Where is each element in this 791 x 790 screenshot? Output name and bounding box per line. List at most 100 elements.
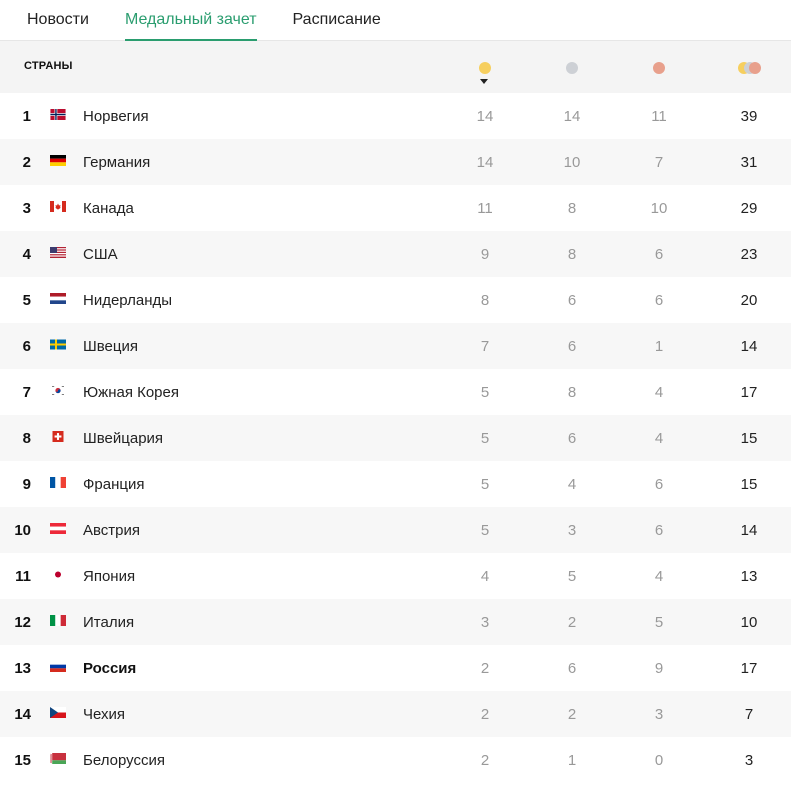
gold-count: 14 (476, 108, 494, 125)
switzerland-flag-icon (50, 431, 66, 442)
rank: 10 (14, 522, 31, 539)
gold-count: 5 (480, 430, 490, 447)
total-count: 39 (740, 108, 758, 125)
total-count: 17 (740, 384, 758, 401)
silver-count: 6 (567, 338, 577, 355)
rank: 12 (14, 614, 31, 631)
table-row[interactable]: 15 Белоруссия 2 1 0 3 (0, 737, 791, 783)
total-count: 10 (740, 614, 758, 631)
tab-medal-standings[interactable]: Медальный зачет (124, 0, 257, 41)
silver-count: 6 (567, 430, 577, 447)
medal-table: 1 Норвегия 14 14 11 39 2 Германия 14 10 7 31 3 Канада… (0, 93, 791, 783)
bronze-count: 6 (654, 522, 664, 539)
table-row[interactable]: 8 Швейцария 5 6 4 15 (0, 415, 791, 461)
belarus-flag-icon (50, 753, 66, 764)
country-name[interactable]: США (83, 246, 118, 263)
table-row[interactable]: 9 Франция 5 4 6 15 (0, 461, 791, 507)
rank: 1 (22, 108, 31, 125)
country-name[interactable]: Чехия (83, 706, 126, 723)
japan-flag-icon (50, 569, 66, 580)
table-row[interactable]: 6 Швеция 7 6 1 14 (0, 323, 791, 369)
czech-flag-icon (50, 707, 66, 718)
silver-count: 1 (567, 752, 577, 769)
table-row[interactable]: 10 Австрия 5 3 6 14 (0, 507, 791, 553)
total-count: 20 (740, 292, 758, 309)
total-count: 15 (740, 430, 758, 447)
gold-count: 14 (476, 154, 494, 171)
bronze-count: 9 (654, 660, 664, 677)
bronze-count: 1 (654, 338, 664, 355)
country-name[interactable]: Австрия (83, 522, 141, 539)
tab-bar: Новости Медальный зачет Расписание (0, 0, 791, 41)
rank: 13 (14, 660, 31, 677)
gold-count: 7 (480, 338, 490, 355)
bronze-count: 6 (654, 246, 664, 263)
table-row[interactable]: 12 Италия 3 2 5 10 (0, 599, 791, 645)
table-row[interactable]: 3 Канада 11 8 10 29 (0, 185, 791, 231)
bronze-count: 3 (654, 706, 664, 723)
bronze-count: 5 (654, 614, 664, 631)
sort-desc-icon (480, 79, 488, 84)
table-row[interactable]: 4 США 9 8 6 23 (0, 231, 791, 277)
gold-count: 4 (480, 568, 490, 585)
table-row[interactable]: 1 Норвегия 14 14 11 39 (0, 93, 791, 139)
total-count: 7 (744, 706, 754, 723)
total-count: 29 (740, 200, 758, 217)
silver-count: 8 (567, 200, 577, 217)
silver-count: 10 (563, 154, 581, 171)
table-row[interactable]: 5 Нидерланды 8 6 6 20 (0, 277, 791, 323)
silver-count: 6 (567, 292, 577, 309)
country-name[interactable]: Нидерланды (83, 292, 173, 309)
silver-count: 6 (567, 660, 577, 677)
gold-medal-icon[interactable] (479, 62, 491, 74)
country-name[interactable]: Германия (83, 154, 151, 171)
rank: 6 (22, 338, 31, 355)
gold-count: 3 (480, 614, 490, 631)
bronze-count: 4 (654, 384, 664, 401)
table-row[interactable]: 2 Германия 14 10 7 31 (0, 139, 791, 185)
rank: 15 (14, 752, 31, 769)
country-name[interactable]: Южная Корея (83, 384, 179, 401)
country-name[interactable]: Белоруссия (83, 752, 165, 769)
table-row[interactable]: 7 Южная Корея 5 8 4 17 (0, 369, 791, 415)
total-count: 31 (740, 154, 758, 171)
bronze-count: 6 (654, 292, 664, 309)
total-medals-icon[interactable] (738, 62, 762, 74)
table-row[interactable]: 14 Чехия 2 2 3 7 (0, 691, 791, 737)
table-row[interactable]: 11 Япония 4 5 4 13 (0, 553, 791, 599)
bronze-count: 6 (654, 476, 664, 493)
country-name[interactable]: Россия (83, 660, 137, 677)
total-count: 23 (740, 246, 758, 263)
gold-count: 2 (480, 706, 490, 723)
countries-column-header: СТРАНЫ (24, 60, 73, 72)
total-count: 3 (744, 752, 754, 769)
rank: 11 (15, 568, 31, 585)
country-name[interactable]: Норвегия (83, 108, 149, 125)
country-name[interactable]: Франция (83, 476, 145, 493)
silver-count: 8 (567, 384, 577, 401)
bronze-count: 0 (654, 752, 664, 769)
bronze-count: 4 (654, 568, 664, 585)
total-count: 15 (740, 476, 758, 493)
country-name[interactable]: Швейцария (83, 430, 164, 447)
country-name[interactable]: Япония (83, 568, 136, 585)
netherlands-flag-icon (50, 293, 66, 304)
total-count: 14 (740, 338, 758, 355)
gold-count: 5 (480, 476, 490, 493)
bronze-medal-icon[interactable] (653, 62, 665, 74)
table-row[interactable]: 13 Россия 2 6 9 17 (0, 645, 791, 691)
gold-count: 5 (480, 522, 490, 539)
rank: 2 (22, 154, 31, 171)
country-name[interactable]: Швеция (83, 338, 138, 355)
norway-flag-icon (50, 109, 66, 120)
silver-count: 14 (563, 108, 581, 125)
silver-count: 8 (567, 246, 577, 263)
country-name[interactable]: Канада (83, 200, 134, 217)
country-name[interactable]: Италия (83, 614, 135, 631)
tab-news[interactable]: Новости (27, 10, 89, 28)
gold-count: 8 (480, 292, 490, 309)
silver-medal-icon[interactable] (566, 62, 578, 74)
france-flag-icon (50, 477, 66, 488)
tab-schedule[interactable]: Расписание (292, 10, 381, 28)
rank: 8 (22, 430, 31, 447)
